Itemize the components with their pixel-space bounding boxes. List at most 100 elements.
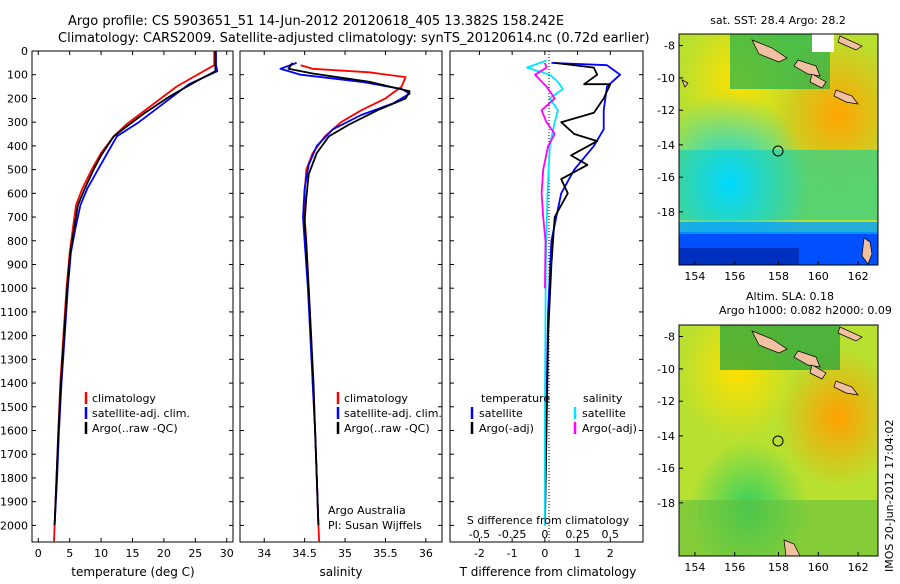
depth-tick-label: 600 [7, 187, 28, 200]
lat-tick-label: -18 [657, 497, 675, 510]
depth-tick-label: 1700 [0, 448, 28, 461]
series-line-temperature-argo-adj- [544, 62, 612, 526]
sst-cold-bottom-edge [679, 222, 878, 234]
island-shape [783, 539, 801, 556]
x-tick-label: -2 [474, 547, 485, 560]
title-line-1: Argo profile: CS 5903651_51 14-Jun-2012 … [68, 14, 564, 29]
lon-tick-label: 154 [684, 561, 705, 574]
difference-legend: temperature salinity satellite Argo(-adj… [470, 392, 637, 435]
lat-tick-label: -18 [657, 206, 675, 219]
legend-header-temperature: temperature [481, 392, 550, 405]
x-tick-label: 1 [574, 547, 581, 560]
lat-tick-label: -14 [657, 139, 675, 152]
legend-label: satellite-adj. clim. [92, 407, 190, 420]
x-tick-label: 10 [94, 547, 108, 560]
legend-label: Argo(-adj) [582, 422, 637, 435]
island-shape [809, 73, 827, 89]
lon-tick-label: 160 [808, 561, 829, 574]
depth-tick-label: 1600 [0, 425, 28, 438]
x-tick-label: 0 [541, 547, 548, 560]
depth-tick-label: 500 [7, 164, 28, 177]
argo-float-marker [772, 145, 784, 157]
lat-tick-label: -8 [664, 40, 675, 53]
sst-map [679, 34, 878, 265]
difference-xlabel: T difference from climatology [459, 565, 637, 579]
lon-tick-label: 162 [848, 561, 869, 574]
sla-map-title-1: Altim. SLA: 0.18 [746, 290, 834, 303]
depth-tick-label: 1300 [0, 353, 28, 366]
depth-tick-label: 100 [7, 69, 28, 82]
sla-map-axes: -8 -10 -12 -14 -16 -18 154 156 158 160 162 [657, 331, 869, 574]
series-line-temperature-satellite [544, 62, 621, 526]
temperature-legend: climatology satellite-adj. clim. Argo(..… [84, 392, 190, 435]
sst-map-axes: -8 -10 -12 -14 -16 -18 154 156 158 160 162 [657, 40, 869, 283]
x-tick-label: 36 [419, 547, 433, 560]
annotation-line-2: PI: Susan Wijffels [328, 519, 422, 532]
legend-label: satellite-adj. clim. [344, 407, 442, 420]
sla-map [679, 325, 878, 556]
island-shape [809, 364, 827, 380]
legend-label: satellite [582, 407, 626, 420]
salinity-legend: climatology satellite-adj. clim. Argo(..… [328, 392, 442, 532]
lat-tick-label: -16 [657, 171, 675, 184]
lon-tick-label: 158 [768, 270, 789, 283]
depth-tick-label: 800 [7, 235, 28, 248]
s-tick-label: -0.5 [469, 528, 490, 541]
island-shape [837, 35, 863, 51]
depth-tick-label: 1400 [0, 377, 28, 390]
lat-tick-label: -10 [657, 363, 675, 376]
legend-label: Argo(..raw -QC) [344, 422, 430, 435]
argo-float-marker [772, 435, 784, 447]
island-shape [681, 79, 689, 88]
depth-tick-label: 0 [21, 45, 28, 58]
lat-tick-label: -10 [657, 72, 675, 85]
lon-tick-label: 162 [848, 270, 869, 283]
x-tick-label: 20 [157, 547, 171, 560]
salinity-plot-frame [239, 50, 443, 543]
x-tick-label: 15 [126, 547, 140, 560]
x-tick-label: 25 [188, 547, 202, 560]
island-shape [837, 326, 863, 342]
x-tick-label: 30 [220, 547, 234, 560]
island-shape [833, 380, 859, 396]
lat-tick-label: -8 [664, 331, 675, 344]
sst-map-title: sat. SST: 28.4 Argo: 28.2 [710, 14, 846, 27]
sla-bottom-low [679, 500, 878, 556]
depth-tick-label: 1200 [0, 330, 28, 343]
depth-tick-label: 1100 [0, 306, 28, 319]
lon-tick-label: 158 [768, 561, 789, 574]
lat-tick-label: -12 [657, 104, 675, 117]
x-tick-label: 34 [257, 547, 271, 560]
s-tick-label: -0.25 [498, 528, 526, 541]
depth-tick-label: 200 [7, 92, 28, 105]
x-tick-label: 0 [35, 547, 42, 560]
lat-tick-label: -16 [657, 462, 675, 475]
lat-tick-label: -12 [657, 395, 675, 408]
s-tick-label: 0 [541, 528, 548, 541]
x-tick-label: 5 [66, 547, 73, 560]
temperature-plot-frame [31, 50, 234, 543]
difference-series [526, 59, 621, 526]
temperature-series [53, 51, 219, 542]
salinity-xlabel: salinity [319, 565, 362, 579]
x-tick-label: 34.5 [292, 547, 317, 560]
s-tick-label: 0.5 [602, 528, 620, 541]
x-tick-label: -1 [507, 547, 518, 560]
legend-label: satellite [479, 407, 523, 420]
series-line-salinity-argo-adj- [534, 62, 556, 289]
legend-header-salinity: salinity [583, 392, 623, 405]
legend-label: Argo(..raw -QC) [92, 422, 178, 435]
depth-tick-label: 1500 [0, 401, 28, 414]
island-shape [751, 39, 788, 63]
lon-tick-label: 156 [724, 561, 745, 574]
x-tick-label: 35.5 [373, 547, 398, 560]
sst-missing-data [812, 34, 834, 52]
lon-tick-label: 160 [808, 270, 829, 283]
legend-label: climatology [344, 392, 408, 405]
depth-tick-label: 2000 [0, 519, 28, 532]
legend-label: climatology [92, 392, 156, 405]
depth-axis: 0 100 200 300 400 500 600 700 800 900 1000 1100 1200… [0, 45, 643, 532]
depth-tick-label: 1900 [0, 496, 28, 509]
lon-tick-label: 156 [724, 270, 745, 283]
title-line-2: Climatology: CARS2009. Satellite-adjuste… [58, 31, 650, 46]
